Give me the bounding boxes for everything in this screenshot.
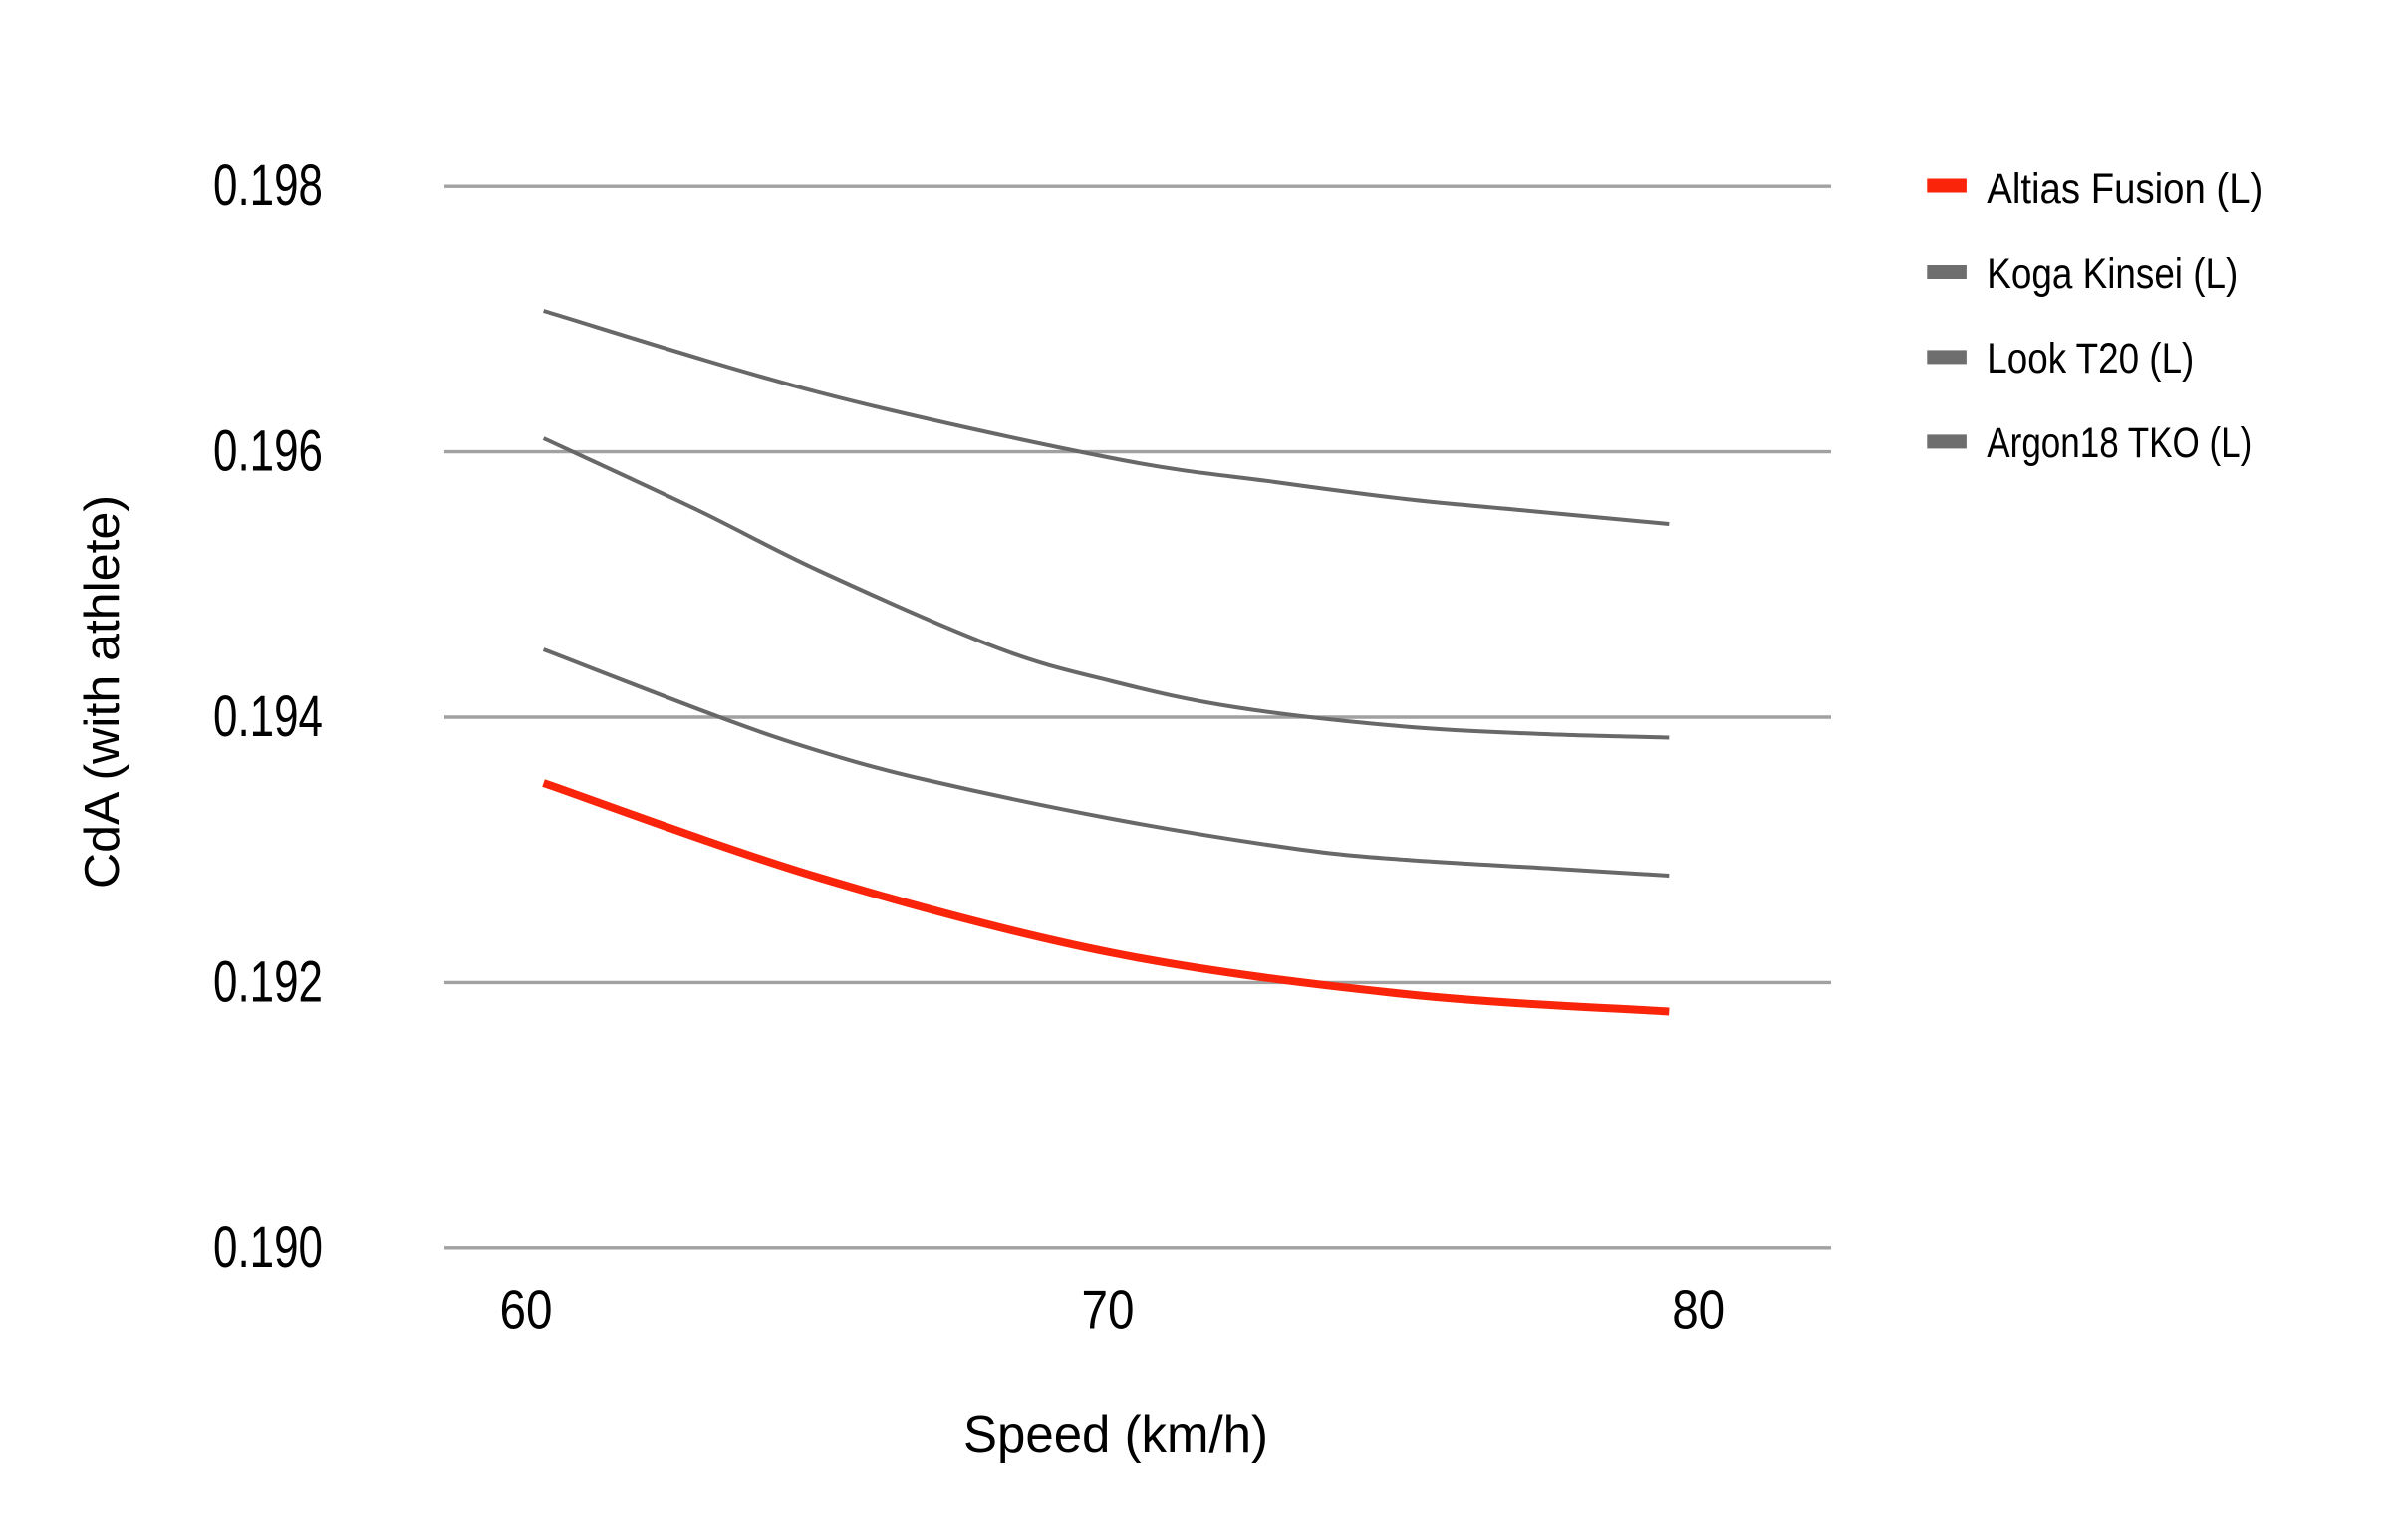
svg-text:0.192: 0.192: [213, 949, 323, 1014]
svg-text:0.190: 0.190: [213, 1215, 323, 1280]
svg-text:80: 80: [1672, 1279, 1725, 1341]
svg-text:0.198: 0.198: [213, 153, 323, 218]
svg-text:Speed (km/h): Speed (km/h): [963, 1407, 1268, 1464]
svg-text:Altias Fusion (L): Altias Fusion (L): [1987, 165, 2263, 213]
svg-text:60: 60: [500, 1279, 553, 1341]
svg-text:70: 70: [1082, 1279, 1135, 1341]
svg-text:0.196: 0.196: [213, 419, 323, 484]
svg-text:CdA (with athlete): CdA (with athlete): [76, 495, 130, 889]
svg-text:Look T20 (L): Look T20 (L): [1987, 335, 2194, 383]
svg-text:0.194: 0.194: [213, 684, 323, 749]
svg-text:Koga Kinsei (L): Koga Kinsei (L): [1987, 250, 2238, 298]
svg-text:Argon18 TKO (L): Argon18 TKO (L): [1987, 419, 2252, 467]
